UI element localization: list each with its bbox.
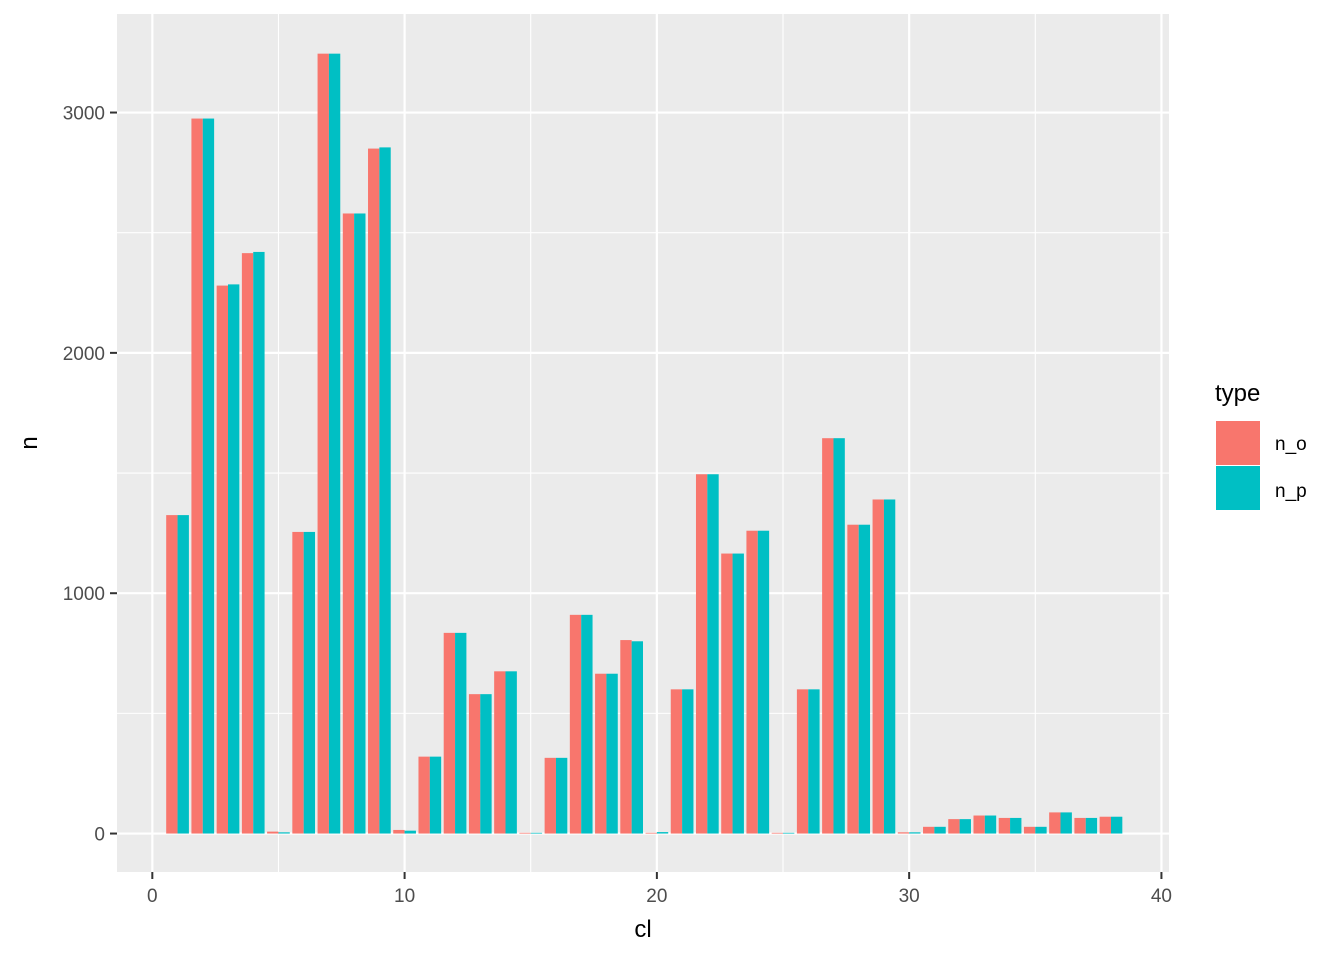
bar-n-p-7: [328, 53, 341, 834]
bar-n-p-25: [783, 832, 795, 834]
y-tick-label: 0: [94, 825, 105, 846]
bar-n-p-6: [303, 531, 316, 834]
bar-n-o-3: [216, 285, 229, 834]
bars: [166, 53, 1123, 834]
bar-n-p-29: [883, 499, 896, 834]
legend-key-n-o: [1216, 421, 1260, 465]
bar-n-o-8: [342, 213, 355, 834]
bar-n-p-20: [656, 832, 669, 834]
bar-n-o-19: [620, 640, 632, 834]
bar-n-p-8: [354, 213, 366, 834]
bar-n-o-18: [595, 673, 607, 834]
bar-n-o-11: [418, 756, 430, 834]
bar-n-p-23: [732, 553, 744, 834]
y-tick-label: 3000: [63, 104, 105, 125]
y-axis: 0 1000 2000 3000: [63, 104, 117, 846]
x-axis: 0 10 20 30 40: [147, 872, 1172, 907]
bar-n-p-13: [480, 694, 492, 834]
bar-n-o-33: [973, 815, 985, 834]
bar-n-p-3: [228, 284, 240, 834]
bar-n-p-12: [455, 632, 467, 834]
bar-n-p-26: [808, 689, 820, 834]
grid-minor: [117, 14, 1169, 872]
y-tick-label: 1000: [63, 584, 105, 605]
bar-n-p-17: [581, 614, 593, 834]
bar-n-o-14: [494, 671, 506, 834]
legend-title: type: [1215, 380, 1260, 407]
bar-n-o-6: [292, 531, 304, 834]
bar-n-o-2: [191, 118, 203, 834]
x-tick-label: 40: [1151, 886, 1172, 907]
bar-n-o-13: [468, 694, 481, 834]
bar-n-p-28: [858, 524, 871, 834]
x-tick-label: 30: [899, 886, 920, 907]
x-tick-label: 20: [646, 886, 667, 907]
y-tick-label: 2000: [63, 344, 105, 365]
legend: type n_o n_p: [1215, 380, 1307, 510]
bar-n-p-38: [1110, 816, 1123, 834]
bar-n-p-9: [379, 147, 391, 834]
bar-n-o-38: [1099, 816, 1111, 834]
bar-n-p-16: [555, 757, 568, 834]
bar-n-p-36: [1060, 812, 1072, 834]
bar-n-p-21: [682, 689, 694, 834]
bar-n-o-28: [847, 524, 859, 834]
bar-n-o-37: [1074, 817, 1086, 834]
bar-n-o-20: [645, 832, 657, 834]
bar-n-o-10: [393, 829, 405, 834]
bar-n-p-24: [757, 530, 770, 834]
bar-n-p-14: [505, 671, 517, 834]
bar-n-p-4: [253, 251, 265, 834]
bar-n-p-11: [429, 756, 442, 834]
bar-n-p-5: [278, 832, 290, 834]
bar-n-o-16: [544, 757, 556, 834]
y-axis-title: n: [16, 436, 43, 449]
bar-n-o-5: [267, 831, 279, 834]
grid-major: [117, 14, 1169, 872]
bar-n-p-18: [606, 673, 618, 834]
bar-n-p-30: [909, 832, 921, 834]
bar-n-o-31: [923, 826, 935, 834]
bar-n-o-15: [519, 832, 531, 834]
bar-n-o-36: [1049, 812, 1061, 834]
bar-n-o-24: [746, 530, 758, 834]
legend-key-n-p: [1216, 466, 1260, 510]
bar-n-p-27: [833, 438, 845, 834]
legend-label-n-p: n_p: [1275, 481, 1307, 502]
bar-n-o-17: [569, 614, 582, 834]
bar-n-o-1: [166, 515, 178, 834]
bar-n-p-32: [959, 819, 971, 834]
x-tick-label: 0: [147, 886, 158, 907]
bar-n-o-4: [241, 253, 254, 834]
bar-n-o-9: [368, 148, 380, 834]
bar-n-o-32: [948, 819, 960, 834]
bar-n-o-26: [796, 689, 809, 834]
bar-n-p-2: [202, 118, 215, 834]
bar-n-p-1: [177, 515, 189, 834]
bar-n-o-22: [695, 474, 708, 834]
bar-n-o-30: [897, 832, 910, 834]
bar-n-o-23: [721, 553, 733, 834]
bar-n-o-25: [771, 832, 784, 834]
x-axis-title: cl: [634, 916, 651, 943]
bar-n-p-35: [1035, 826, 1047, 834]
bar-n-o-34: [998, 817, 1011, 834]
x-tick-label: 10: [394, 886, 415, 907]
bar-n-o-12: [443, 632, 456, 834]
bar-n-p-15: [530, 832, 543, 834]
bar-n-p-37: [1085, 817, 1098, 834]
bar-n-p-19: [631, 641, 643, 834]
bar-n-o-35: [1023, 826, 1036, 834]
bar-n-p-33: [984, 815, 997, 834]
bar-n-p-10: [404, 830, 416, 834]
bar-n-p-34: [1010, 817, 1022, 834]
bar-n-o-29: [872, 499, 884, 834]
bar-n-p-22: [707, 474, 719, 834]
bar-n-o-21: [670, 689, 683, 834]
legend-label-n-o: n_o: [1275, 434, 1307, 455]
bar-n-p-31: [934, 826, 946, 834]
bar-n-o-7: [317, 53, 329, 834]
bar-n-o-27: [822, 438, 834, 834]
